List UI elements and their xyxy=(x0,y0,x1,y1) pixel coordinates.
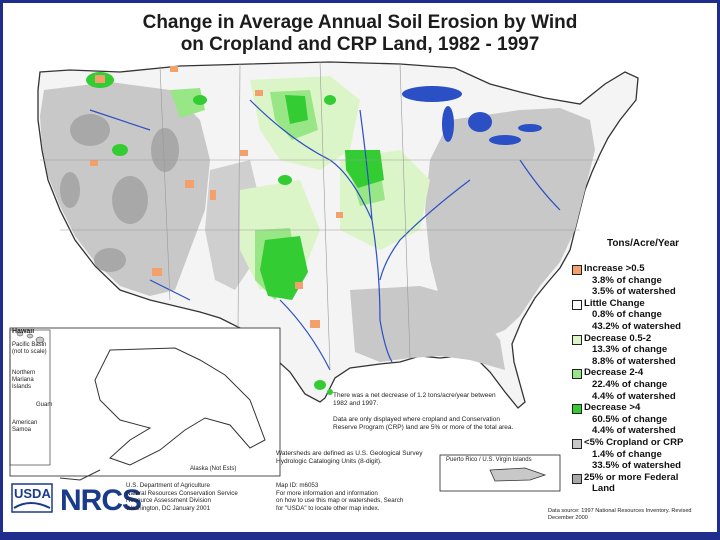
legend-swatch xyxy=(572,265,582,275)
hawaii-islands xyxy=(16,331,45,344)
legend-swatch xyxy=(572,334,582,345)
legend-item: Decrease 2-4 22.4% of change 4.4% of water… xyxy=(570,367,716,402)
legend-stat: 43.2% of watershed xyxy=(592,320,682,332)
legend-label: Decrease 2-4 xyxy=(584,367,644,379)
legend-item: Decrease 0.5-2 13.3% of change 8.8% of wat… xyxy=(570,333,716,368)
gray-region-east xyxy=(425,108,595,340)
legend-item: Decrease >4 60.5% of change 4.4% of waters… xyxy=(570,402,716,437)
department-line: U.S. Department of Agriculture xyxy=(126,482,210,489)
coastal-green-spot xyxy=(327,389,333,395)
puerto-rico-label: Puerto Rico / U.S. Virgin Islands xyxy=(446,457,532,463)
map-id-line: For more information and information xyxy=(276,489,378,497)
legend-swatch xyxy=(572,473,582,484)
legend-label: Increase >0.5 xyxy=(584,263,645,274)
legend-item: Increase >0.5 3.8% of change 3.5% of water… xyxy=(570,263,716,298)
net-decrease-note: There was a net decrease of 1.2 tons/acr… xyxy=(333,392,496,407)
data-display-note: Data are only displayed where cropland a… xyxy=(333,416,514,431)
great-lakes xyxy=(402,86,542,145)
department-line: Natural Resources Conservation Service xyxy=(126,489,238,497)
gray-region-southeast xyxy=(350,286,505,370)
hawaii-label: Hawaii xyxy=(12,328,35,335)
legend-stat: 1.4% of change xyxy=(592,448,662,460)
american-samoa-label: American Samoa xyxy=(12,420,38,433)
map-id-line: for "USDA" to locate other map index. xyxy=(276,504,380,512)
increase-areas xyxy=(90,66,343,328)
map-title-line2: on Cropland and CRP Land, 1982 - 1997 xyxy=(180,34,540,55)
pacific-basin-label: Pacific Basin xyxy=(12,342,47,348)
legend-stat: 3.5% of watershed xyxy=(592,286,676,298)
legend-stat: 22.4% of change xyxy=(592,378,668,390)
map-title-line1: Change in Average Annual Soil Erosion by… xyxy=(142,12,578,33)
federal-land-areas xyxy=(60,114,179,272)
legend-title: Tons/Acre/Year xyxy=(606,238,680,249)
legend-label: Decrease >4 xyxy=(584,402,641,414)
northern-mariana-label: Northern Mariana Islands xyxy=(12,370,36,390)
legend: Tons/Acre/Year Increase >0.5 3.8% of chan… xyxy=(570,238,716,495)
alaska-label: Alaska (Not Ests) xyxy=(190,466,237,472)
legend-stat: 4.4% of watershed xyxy=(592,390,676,402)
state-lines xyxy=(40,61,600,371)
legend-item: 25% or more Federal Land xyxy=(570,472,716,495)
map-id-line: on how to use this map or watersheds, Se… xyxy=(276,497,404,505)
guam-label: Guam xyxy=(36,402,53,408)
pacific-basin-sub-label: (not to scale) xyxy=(12,349,47,355)
legend-stat: 4.4% of watershed xyxy=(592,425,676,437)
legend-item: Little Change 0.8% of change 43.2% of wate… xyxy=(570,298,716,333)
map-id-info: Map ID: m6053 For more information and i… xyxy=(276,482,456,512)
map-id-line: Map ID: m6053 xyxy=(276,482,319,489)
legend-item: <5% Cropland or CRP 1.4% of change 33.5% o… xyxy=(570,437,716,472)
legend-swatch xyxy=(572,299,582,310)
legend-stat: 13.3% of change xyxy=(592,344,668,356)
legend-label: Decrease 0.5-2 xyxy=(584,332,652,344)
pacific-inset-frame xyxy=(9,329,51,466)
usda-logo-border xyxy=(11,483,53,513)
aleutian-islands xyxy=(59,469,101,481)
legend-stat: 3.8% of change xyxy=(592,274,662,286)
usda-logo: USDA xyxy=(14,486,51,501)
nrcs-logo: NRCS xyxy=(60,484,142,517)
watershed-definition-note: Watersheds are defined as U.S. Geologica… xyxy=(276,450,423,465)
department-line: Washington, DC January 2001 xyxy=(126,504,211,512)
legend-label: <5% Cropland or CRP xyxy=(584,436,684,448)
legend-swatch xyxy=(572,369,582,380)
legend-swatch xyxy=(572,404,582,415)
puerto-rico-shape xyxy=(489,467,547,482)
map-title: Change in Average Annual Soil Erosion by… xyxy=(0,12,720,56)
legend-label: Little Change xyxy=(584,297,645,309)
legend-stat: 0.8% of change xyxy=(592,309,662,321)
legend-stat: 8.8% of watershed xyxy=(592,355,676,367)
data-source-note: Data source: 1997 National Resources Inv… xyxy=(548,508,692,521)
department-line: Resource Assessment Division xyxy=(126,497,211,505)
legend-items: Increase >0.5 3.8% of change 3.5% of water… xyxy=(570,263,716,495)
alaska-shape xyxy=(94,347,266,466)
usda-logo-hill xyxy=(13,502,51,509)
legend-stat: Land xyxy=(592,483,615,495)
department-info: U.S. Department of Agriculture Natural R… xyxy=(126,482,266,512)
legend-label: 25% or more Federal xyxy=(584,471,679,483)
legend-swatch xyxy=(572,438,582,449)
legend-stat: 33.5% of watershed xyxy=(592,460,682,472)
legend-stat: 60.5% of change xyxy=(592,413,668,425)
